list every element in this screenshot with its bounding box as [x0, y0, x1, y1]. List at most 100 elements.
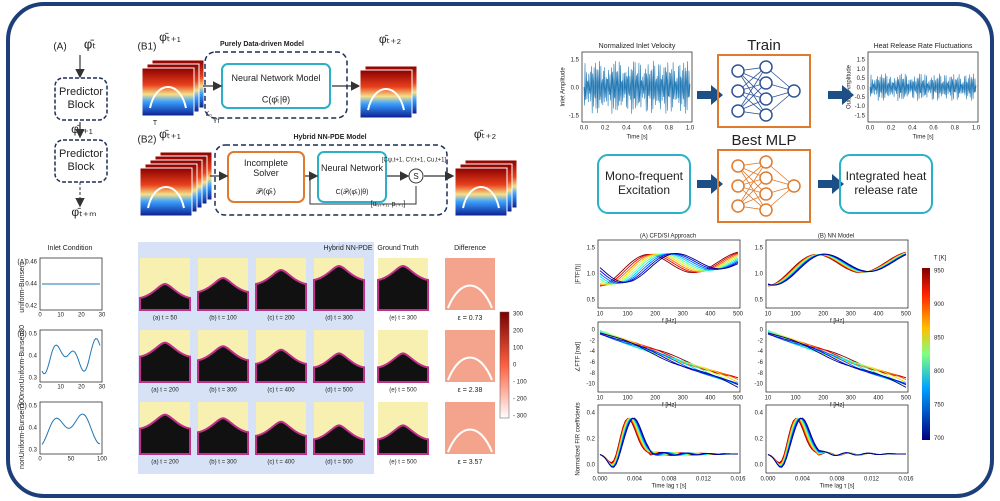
excitation-text: Mono-frequent Excitation: [602, 158, 686, 210]
plot-title: Heat Release Rate Fluctuations: [874, 43, 973, 50]
plot-title: (B) NN Model: [818, 234, 854, 240]
tick-label: 100: [791, 396, 802, 402]
nn-node: [732, 160, 744, 172]
tick-label: 0.016: [730, 477, 746, 483]
tick-label: 0.46: [25, 260, 37, 266]
tick-label: 100: [623, 312, 634, 318]
caption: (e) t = 500: [389, 388, 417, 394]
tick-label: 50: [68, 457, 75, 463]
tick-label: 200: [818, 312, 829, 318]
tick-label: 900: [934, 302, 945, 308]
tick-label: 1.5: [755, 246, 764, 252]
tick-label: -4: [758, 349, 764, 355]
inlet-curve: [42, 339, 100, 374]
nn-node: [788, 180, 800, 192]
label: Hybrid NN-PDE: [323, 245, 372, 252]
tick-label: 300: [678, 396, 689, 402]
tick-label: 0: [513, 363, 517, 369]
tick-label: 0.5: [857, 76, 866, 82]
tick-label: -1.0: [855, 104, 866, 110]
tick-label: - 100: [513, 380, 527, 386]
plot-title: Normalized Inlet Velocity: [599, 43, 676, 50]
axis-label: Inlet Amplitude: [561, 67, 567, 107]
tick-label: 0.004: [627, 477, 643, 483]
tick-label: -4: [590, 349, 596, 355]
tick-label: -6: [590, 360, 596, 366]
nn-node: [760, 77, 772, 89]
tick-label: 1.5: [857, 58, 866, 64]
tick-label: 1.0: [755, 272, 764, 278]
label: S: [413, 172, 418, 181]
tick-label: 0.4: [755, 411, 764, 417]
tick-label: 400: [873, 396, 884, 402]
tick-label: 0.8: [665, 126, 674, 132]
axis-label: |FTF(f)|: [576, 264, 582, 284]
tick-label: -1.5: [855, 114, 866, 120]
tick-label: 0.5: [755, 298, 764, 304]
error-label: ε = 3.57: [458, 459, 483, 466]
label: φ̄ₜ₊₁: [71, 122, 93, 136]
axis-label: ∠FTF [rad]: [575, 342, 582, 372]
label: φ̄ₜ₊₁: [159, 30, 181, 44]
nn-text: Neural Network: [320, 154, 384, 182]
tick-label: 1.0: [857, 67, 866, 73]
axis-label: Outlet Amplitude: [847, 64, 853, 109]
tick-label: 300: [678, 312, 689, 318]
label: Hybrid NN-PDE Model: [293, 134, 366, 141]
tick-label: 0.4: [908, 126, 917, 132]
page: {"panel_a":{"label":"(A)","phi_t":"φ̄ₜ",…: [0, 0, 1000, 501]
figure: (A)φ̄ₜφ̄ₜ₊₁φ̄ₜ₊ₘ(B1)Purely Data-driven M…: [0, 0, 1000, 501]
solver-text: Incomplete Solver: [232, 154, 300, 182]
axis-label: Normalized FIR coefficients: [576, 402, 582, 475]
tick-label: 100: [513, 346, 524, 352]
tick-label: 200: [650, 396, 661, 402]
caption: (d) t = 500: [325, 460, 353, 466]
caption: (b) t = 300: [209, 460, 237, 466]
nn-node: [760, 172, 772, 184]
caption: (c) t = 400: [267, 388, 295, 394]
plot-title: (A) CFD/SI Approach: [640, 234, 696, 240]
field-image: [360, 70, 412, 118]
tick-label: 500: [733, 396, 744, 402]
tick-label: -2: [590, 338, 596, 344]
label: C(φ̄ₜ|θ): [262, 94, 290, 104]
caption: (b) t = 300: [209, 388, 237, 394]
colorbar-title: T [K]: [934, 256, 947, 262]
tick-label: 500: [901, 396, 912, 402]
tick-label: 10: [765, 396, 772, 402]
axis-label: Time lag τ [s]: [820, 484, 855, 490]
field-image: [455, 168, 507, 216]
tick-label: 10: [597, 312, 604, 318]
tick-label: 0.000: [592, 477, 608, 483]
tick-label: 0: [38, 457, 42, 463]
tick-label: 20: [78, 313, 85, 319]
tick-label: 100: [791, 312, 802, 318]
tick-label: -1.5: [569, 114, 580, 120]
tick-label: 0.0: [580, 126, 589, 132]
tick-label: 20: [78, 385, 85, 391]
tick-label: 300: [846, 396, 857, 402]
tick-label: 0.6: [929, 126, 938, 132]
tick-label: 400: [705, 312, 716, 318]
tick-label: 200: [650, 312, 661, 318]
tick-label: - 300: [513, 414, 527, 420]
error-label: ε = 2.38: [458, 387, 483, 394]
tick-label: 200: [513, 329, 524, 335]
label: φ̄ₜ₊₂: [379, 32, 402, 46]
tick-label: 0.0: [571, 86, 580, 92]
label: [Cψ,t+1, CY,t+1, Cu,t+1]: [382, 158, 447, 164]
tick-label: 1.0: [686, 126, 695, 132]
caption: (b) t = 100: [209, 316, 237, 322]
output-text: Integrated heat release rate: [842, 158, 930, 210]
nn-node: [760, 109, 772, 121]
tick-label: 0.2: [601, 126, 610, 132]
nn-node: [760, 156, 772, 168]
tick-label: 850: [934, 336, 945, 342]
nn-node: [760, 93, 772, 105]
tick-label: 0.2: [587, 437, 596, 443]
plot-frame: [766, 405, 908, 473]
tick-label: 0.5: [587, 298, 596, 304]
axis-label: f [Hz]: [830, 403, 844, 409]
label: φ̄ₜ₊₂: [474, 127, 497, 141]
tick-label: 0: [38, 385, 42, 391]
